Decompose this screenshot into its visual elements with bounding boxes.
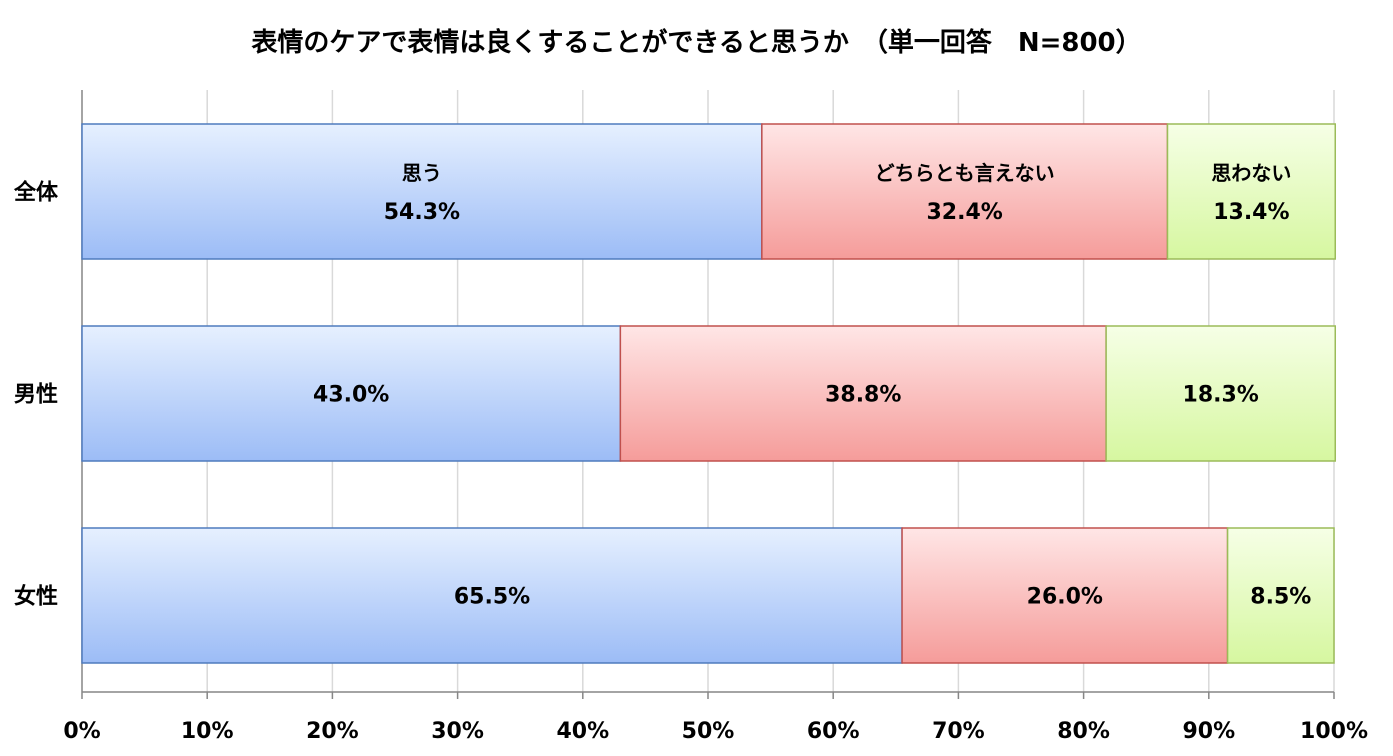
bar-segment	[81, 325, 622, 462]
bar-segment	[1226, 527, 1335, 664]
x-tick-label: 30%	[431, 719, 484, 744]
series-name-label: どちらとも言えない	[875, 161, 1055, 185]
category-label: 全体	[13, 180, 59, 206]
data-label: 43.0%	[313, 383, 389, 408]
x-tick-label: 50%	[682, 719, 735, 744]
category-label: 男性	[14, 383, 58, 408]
x-tick-label: 70%	[932, 719, 985, 744]
data-label: 38.8%	[825, 383, 901, 408]
x-tick-label: 90%	[1182, 719, 1235, 744]
x-tick-label: 10%	[181, 719, 234, 744]
bar-segment	[901, 527, 1229, 664]
data-label: 13.4%	[1213, 200, 1289, 225]
bar-segment	[619, 325, 1107, 462]
x-tick-label: 60%	[807, 719, 860, 744]
x-tick-label: 20%	[306, 719, 359, 744]
x-tick-labels: 0% 10% 20% 30% 40% 50% 60% 70% 80% 90% 100%	[63, 719, 1368, 744]
x-tick-label: 80%	[1057, 719, 1110, 744]
series-name-label: 思わない	[1211, 161, 1291, 185]
bar-segment	[1166, 123, 1337, 260]
x-tick-label: 100%	[1300, 719, 1368, 744]
data-label: 65.5%	[454, 585, 530, 610]
chart-title: 表情のケアで表情は良くすることができると思うか （単一回答 N=800）	[251, 28, 1142, 58]
data-label: 18.3%	[1183, 383, 1259, 408]
x-tick-label: 0%	[63, 719, 100, 744]
x-tick-label: 40%	[556, 719, 609, 744]
bar-segment	[81, 123, 763, 260]
bars: 思う 54.3% どちらとも言えない 32.4% 思わない 13.4% 43.0% 38.8%…	[81, 123, 1337, 664]
category-label: 女性	[14, 584, 58, 610]
series-name-label: 思う	[402, 161, 442, 185]
data-label: 26.0%	[1027, 585, 1103, 610]
data-label: 54.3%	[384, 200, 460, 225]
bar-segment	[1105, 325, 1337, 462]
bar-segment	[761, 123, 1169, 260]
data-label: 8.5%	[1250, 585, 1311, 610]
bar-segment	[81, 527, 903, 664]
data-label: 32.4%	[926, 200, 1002, 225]
